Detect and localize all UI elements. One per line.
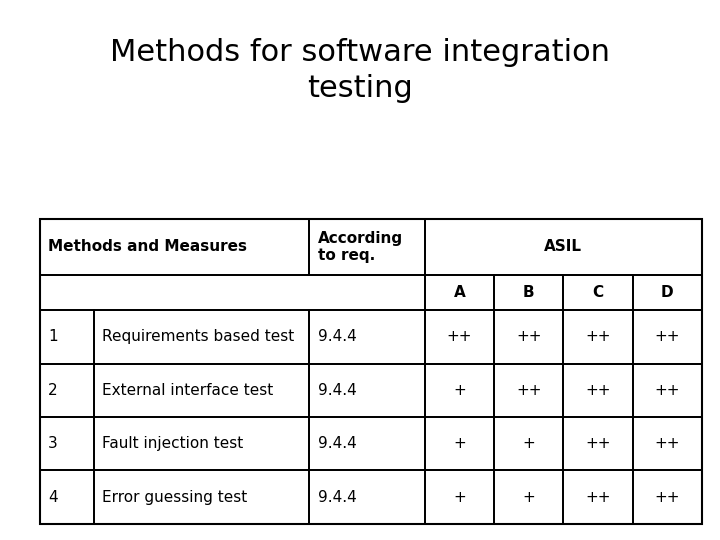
Text: +: + xyxy=(522,490,535,504)
Bar xyxy=(425,219,702,275)
Text: +: + xyxy=(522,436,535,451)
Text: External interface test: External interface test xyxy=(102,383,274,398)
Bar xyxy=(494,470,563,524)
Bar xyxy=(94,363,309,417)
Bar xyxy=(633,363,702,417)
Bar xyxy=(563,275,633,310)
Bar xyxy=(494,417,563,470)
Text: 3: 3 xyxy=(48,436,58,451)
Text: Requirements based test: Requirements based test xyxy=(102,329,294,345)
Bar xyxy=(309,310,425,363)
Text: +: + xyxy=(453,436,466,451)
Bar xyxy=(94,310,309,363)
Text: ++: ++ xyxy=(585,329,611,345)
Bar xyxy=(309,417,425,470)
Bar xyxy=(94,417,309,470)
Text: ++: ++ xyxy=(585,436,611,451)
Bar xyxy=(633,275,702,310)
Text: 1: 1 xyxy=(48,329,58,345)
Bar xyxy=(40,417,94,470)
Bar xyxy=(94,470,309,524)
Bar xyxy=(425,310,494,363)
Bar xyxy=(494,310,563,363)
Bar xyxy=(425,363,494,417)
Text: +: + xyxy=(453,383,466,398)
Text: Methods for software integration
testing: Methods for software integration testing xyxy=(110,38,610,103)
Bar xyxy=(309,219,425,275)
Bar xyxy=(40,363,94,417)
Text: ++: ++ xyxy=(654,383,680,398)
Text: D: D xyxy=(661,285,674,300)
Text: Fault injection test: Fault injection test xyxy=(102,436,243,451)
Text: ++: ++ xyxy=(516,383,541,398)
Text: 9.4.4: 9.4.4 xyxy=(318,329,356,345)
Bar xyxy=(563,363,633,417)
Text: +: + xyxy=(453,490,466,504)
Text: C: C xyxy=(593,285,603,300)
Bar xyxy=(494,363,563,417)
Bar xyxy=(40,275,425,310)
Text: ++: ++ xyxy=(654,490,680,504)
Bar xyxy=(425,470,494,524)
Text: 9.4.4: 9.4.4 xyxy=(318,383,356,398)
Bar xyxy=(425,275,494,310)
Text: ++: ++ xyxy=(585,490,611,504)
Bar xyxy=(40,219,309,275)
Text: Methods and Measures: Methods and Measures xyxy=(48,239,247,254)
Text: 9.4.4: 9.4.4 xyxy=(318,490,356,504)
Text: ++: ++ xyxy=(585,383,611,398)
Bar xyxy=(494,275,563,310)
Bar xyxy=(40,310,94,363)
Bar xyxy=(633,417,702,470)
Text: ASIL: ASIL xyxy=(544,239,582,254)
Text: B: B xyxy=(523,285,534,300)
Text: ++: ++ xyxy=(654,436,680,451)
Text: ++: ++ xyxy=(654,329,680,345)
Text: 4: 4 xyxy=(48,490,58,504)
Bar xyxy=(40,470,94,524)
Bar xyxy=(425,417,494,470)
Text: ++: ++ xyxy=(516,329,541,345)
Bar xyxy=(563,417,633,470)
Text: According
to req.: According to req. xyxy=(318,231,403,263)
Bar xyxy=(563,310,633,363)
Bar xyxy=(309,470,425,524)
Text: 2: 2 xyxy=(48,383,58,398)
Text: ++: ++ xyxy=(446,329,472,345)
Bar xyxy=(309,363,425,417)
Text: Error guessing test: Error guessing test xyxy=(102,490,248,504)
Bar xyxy=(563,470,633,524)
Text: 9.4.4: 9.4.4 xyxy=(318,436,356,451)
Text: A: A xyxy=(454,285,465,300)
Bar xyxy=(633,470,702,524)
Bar xyxy=(40,219,702,524)
Bar xyxy=(633,310,702,363)
